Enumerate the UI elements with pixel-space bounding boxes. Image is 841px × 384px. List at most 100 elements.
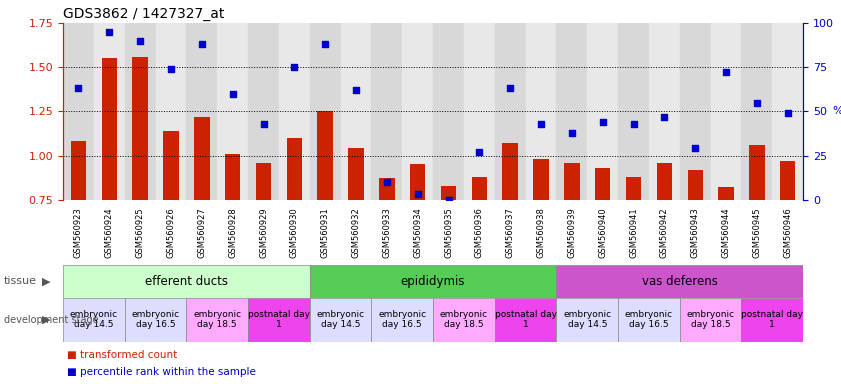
Point xyxy=(257,121,270,127)
Point xyxy=(195,41,209,47)
Point xyxy=(226,91,240,97)
Bar xyxy=(557,298,618,342)
Bar xyxy=(102,58,117,200)
Bar xyxy=(287,138,302,200)
Bar xyxy=(379,179,394,200)
Point xyxy=(565,129,579,136)
Bar xyxy=(156,23,187,200)
Bar xyxy=(225,154,241,200)
Point xyxy=(689,146,702,152)
Bar xyxy=(94,23,124,200)
Bar xyxy=(163,131,178,200)
Text: embryonic
day 16.5: embryonic day 16.5 xyxy=(378,310,426,329)
Bar xyxy=(495,298,557,342)
Bar xyxy=(742,23,772,200)
Bar xyxy=(71,141,86,200)
Text: postnatal day
1: postnatal day 1 xyxy=(248,310,310,329)
Point xyxy=(288,64,301,70)
Bar xyxy=(309,298,372,342)
Bar xyxy=(680,23,711,200)
Text: epididymis: epididymis xyxy=(401,275,465,288)
Bar xyxy=(711,23,742,200)
Bar xyxy=(557,265,803,298)
Text: embryonic
day 16.5: embryonic day 16.5 xyxy=(625,310,673,329)
Text: embryonic
day 18.5: embryonic day 18.5 xyxy=(193,310,241,329)
Point xyxy=(473,149,486,155)
Text: ■ transformed count: ■ transformed count xyxy=(67,350,177,360)
Bar xyxy=(124,23,156,200)
Bar xyxy=(132,56,148,200)
Bar xyxy=(256,162,271,200)
Text: embryonic
day 18.5: embryonic day 18.5 xyxy=(686,310,735,329)
Text: GDS3862 / 1427327_at: GDS3862 / 1427327_at xyxy=(63,7,225,21)
Bar xyxy=(348,149,363,200)
Bar xyxy=(279,23,309,200)
Point xyxy=(627,121,640,127)
Bar xyxy=(772,23,803,200)
Bar xyxy=(433,23,464,200)
Point xyxy=(349,87,362,93)
Text: ▶: ▶ xyxy=(42,276,50,286)
Point xyxy=(319,41,332,47)
Bar xyxy=(217,23,248,200)
Bar xyxy=(718,187,733,200)
Bar xyxy=(248,298,309,342)
Bar xyxy=(402,23,433,200)
Bar xyxy=(495,23,526,200)
Text: embryonic
day 18.5: embryonic day 18.5 xyxy=(440,310,488,329)
Bar xyxy=(309,23,341,200)
Bar xyxy=(433,298,495,342)
Bar xyxy=(626,177,641,200)
Bar xyxy=(657,162,672,200)
Bar xyxy=(533,159,548,200)
Point xyxy=(719,70,733,76)
Point xyxy=(71,85,85,91)
Text: efferent ducts: efferent ducts xyxy=(145,275,228,288)
Bar xyxy=(472,177,487,200)
Text: tissue: tissue xyxy=(4,276,37,286)
Bar xyxy=(680,298,742,342)
Point xyxy=(164,66,177,72)
Bar xyxy=(341,23,372,200)
Bar xyxy=(780,161,796,200)
Point xyxy=(781,110,795,116)
Point xyxy=(658,114,671,120)
Bar xyxy=(187,298,248,342)
Text: ▶: ▶ xyxy=(42,314,50,325)
Text: ■ percentile rank within the sample: ■ percentile rank within the sample xyxy=(67,367,257,377)
Y-axis label: %: % xyxy=(833,106,841,116)
Bar xyxy=(618,298,680,342)
Point xyxy=(750,99,764,106)
Point xyxy=(103,29,116,35)
Bar xyxy=(63,298,124,342)
Bar xyxy=(372,23,402,200)
Bar xyxy=(526,23,557,200)
Bar xyxy=(649,23,680,200)
Bar xyxy=(587,23,618,200)
Bar xyxy=(464,23,495,200)
Text: vas deferens: vas deferens xyxy=(642,275,717,288)
Bar xyxy=(564,162,579,200)
Text: development stage: development stage xyxy=(4,314,99,325)
Bar xyxy=(309,265,557,298)
Bar xyxy=(63,23,94,200)
Text: embryonic
day 14.5: embryonic day 14.5 xyxy=(563,310,611,329)
Point xyxy=(411,191,425,197)
Text: embryonic
day 14.5: embryonic day 14.5 xyxy=(70,310,118,329)
Point xyxy=(442,197,455,203)
Bar xyxy=(687,170,703,200)
Bar xyxy=(63,265,309,298)
Text: postnatal day
1: postnatal day 1 xyxy=(741,310,803,329)
Bar xyxy=(502,143,518,200)
Text: postnatal day
1: postnatal day 1 xyxy=(495,310,557,329)
Point xyxy=(534,121,547,127)
Bar xyxy=(595,168,611,200)
Bar xyxy=(557,23,587,200)
Bar xyxy=(124,298,187,342)
Point xyxy=(596,119,610,125)
Point xyxy=(380,179,394,185)
Bar xyxy=(441,185,456,200)
Bar xyxy=(187,23,217,200)
Bar xyxy=(317,111,333,200)
Bar xyxy=(742,298,803,342)
